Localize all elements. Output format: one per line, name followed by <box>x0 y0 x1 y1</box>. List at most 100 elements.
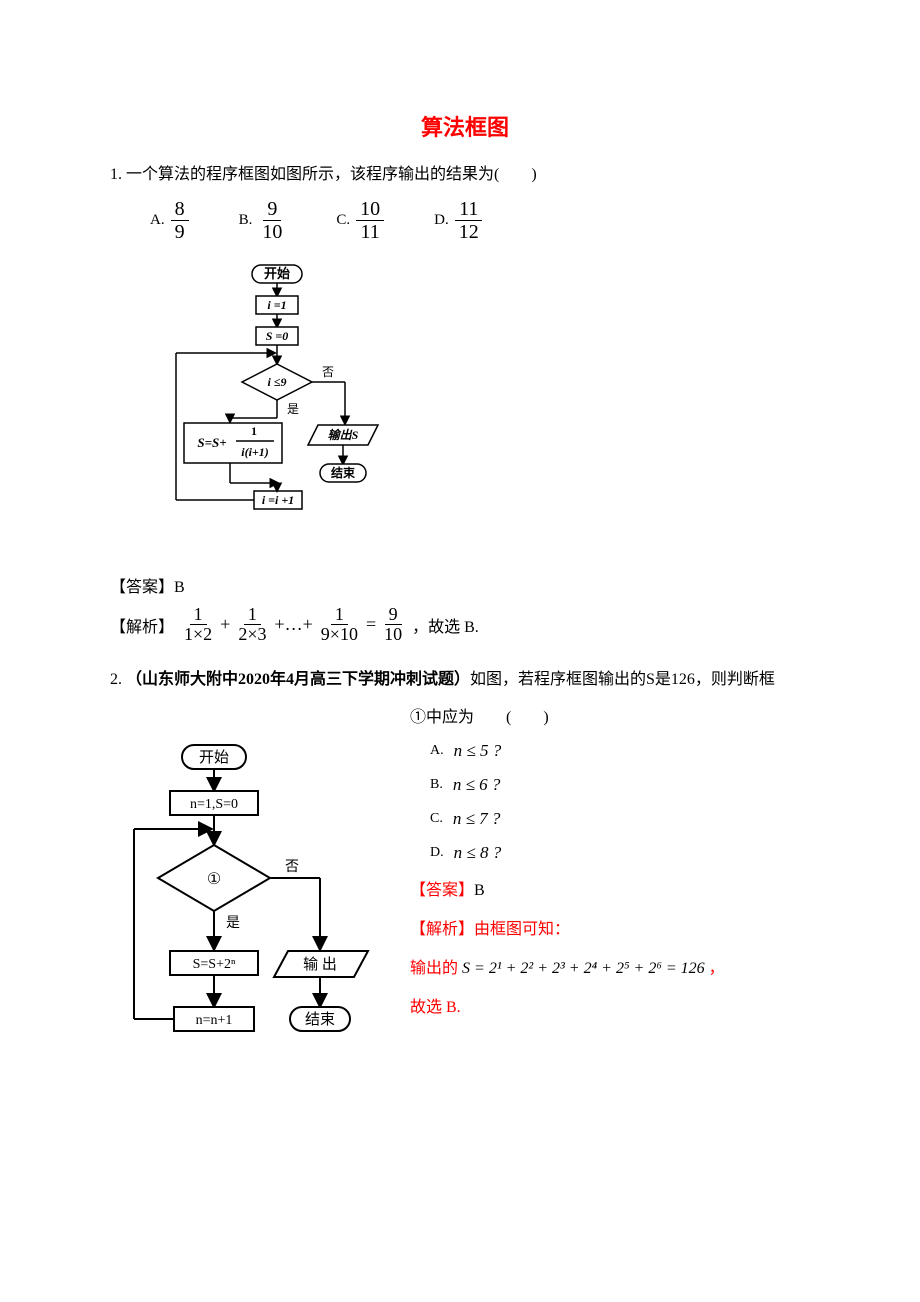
equation: S = 2¹ + 2² + 2³ + 2⁴ + 2⁵ + 2⁶ = 126 <box>462 960 705 977</box>
fc2-start: 开始 <box>199 749 229 766</box>
q2-explain-line1: 【解析】由框图可知： <box>410 916 820 943</box>
fraction: 9 10 <box>258 198 286 243</box>
fc2-inc: n=n+1 <box>196 1013 233 1028</box>
explain-post: ， <box>705 960 725 977</box>
q2-intro: ①中应为 ( ) <box>410 703 820 727</box>
q1-stem: 1. 一个算法的程序框图如图所示，该程序输出的结果为( ) <box>110 162 820 188</box>
dots: +…+ <box>274 614 312 635</box>
answer-value: B <box>174 579 185 596</box>
q1-option-a: A. 8 9 <box>150 198 189 243</box>
explain-label: 【解析】 <box>410 921 474 938</box>
fraction: 8 9 <box>171 198 189 243</box>
q2-option-a: A. n ≤ 5 ? <box>430 741 820 761</box>
q2-option-b: B. n ≤ 6 ? <box>430 775 820 795</box>
denominator: 9 <box>171 221 189 243</box>
opt-text: n ≤ 8 ? <box>454 843 502 863</box>
fraction: 11 12 <box>455 198 483 243</box>
opt-label: D. <box>434 212 449 229</box>
denominator: 1×2 <box>180 625 216 645</box>
numerator: 1 <box>331 605 348 626</box>
numerator: 11 <box>455 198 482 221</box>
q1-flowchart: 开始 i =1 S =0 i ≤9 否 输出S 结束 是 <box>170 263 820 543</box>
numerator: 9 <box>263 198 281 221</box>
fc2-cond-no: 否 <box>285 860 299 875</box>
opt-text: n ≤ 5 ? <box>454 741 502 761</box>
fc2-cond: ① <box>207 871 221 888</box>
flowchart-svg: 开始 n=1,S=0 ① 否 输 出 结束 是 <box>120 743 380 1073</box>
fc2-update: S=S+2ⁿ <box>193 957 236 972</box>
opt-label: D. <box>430 845 444 861</box>
q2-container: 开始 n=1,S=0 ① 否 输 出 结束 是 <box>110 703 820 1073</box>
fraction: 9 10 <box>380 605 406 646</box>
q2-flowchart: 开始 n=1,S=0 ① 否 输 出 结束 是 <box>120 743 380 1073</box>
numerator: 1 <box>190 605 207 626</box>
fc-init-s: S =0 <box>266 329 289 343</box>
series-equation: 1 1×2 + 1 2×3 +…+ 1 9×10 = 9 10 <box>180 605 406 646</box>
explain-text: 由框图可知： <box>474 921 570 938</box>
q2-options: A. n ≤ 5 ? B. n ≤ 6 ? C. n ≤ 7 ? D. n ≤ … <box>430 741 820 863</box>
q2-explain-line3: 故选 B. <box>410 994 820 1021</box>
explain-pre: 输出的 <box>410 960 462 977</box>
fraction: 10 11 <box>356 198 384 243</box>
denominator: 9×10 <box>317 625 362 645</box>
opt-label: C. <box>430 811 443 827</box>
q1-options: A. 8 9 B. 9 10 C. 10 11 D. 11 12 <box>150 198 820 243</box>
q1-explain: 【解析】 1 1×2 + 1 2×3 +…+ 1 9×10 = 9 10 ，故选… <box>110 605 820 646</box>
denominator: 11 <box>356 221 383 243</box>
denominator: 12 <box>455 221 483 243</box>
fraction: 1 2×3 <box>234 605 270 646</box>
fc2-cond-yes: 是 <box>226 916 240 931</box>
q2-source: （山东师大附中2020年4月高三下学期冲刺试题） <box>126 671 470 688</box>
numerator: 1 <box>244 605 261 626</box>
opt-text: n ≤ 6 ? <box>453 775 501 795</box>
fc-start: 开始 <box>264 266 290 281</box>
q1-option-b: B. 9 10 <box>239 198 287 243</box>
fraction: 1 9×10 <box>317 605 362 646</box>
fc-cond: i ≤9 <box>268 375 287 389</box>
explain-tail: ，故选 B. <box>412 613 479 637</box>
fc-frac-num: 1 <box>251 424 257 438</box>
q2-option-c: C. n ≤ 7 ? <box>430 809 820 829</box>
fc2-output: 输 出 <box>303 956 337 973</box>
fc-frac-den: i(i+1) <box>241 445 269 459</box>
fc-cond-no: 否 <box>322 365 334 379</box>
q1-answer: 【答案】B <box>110 573 820 597</box>
denominator: 10 <box>258 221 286 243</box>
q1-option-c: C. 10 11 <box>336 198 384 243</box>
q2-answer-block: 【答案】B 【解析】由框图可知： 输出的 S = 2¹ + 2² + 2³ + … <box>410 877 820 1022</box>
flowchart-svg: 开始 i =1 S =0 i ≤9 否 输出S 结束 是 <box>170 263 400 543</box>
fraction: 1 1×2 <box>180 605 216 646</box>
opt-label: A. <box>430 743 444 759</box>
page: 算法框图 1. 一个算法的程序框图如图所示，该程序输出的结果为( ) A. 8 … <box>0 0 920 1302</box>
numerator: 8 <box>171 198 189 221</box>
fc-init-i: i =1 <box>267 298 286 312</box>
q2-stem-text: 如图，若程序框图输出的S是126，则判断框 <box>470 671 775 688</box>
numerator: 9 <box>385 605 402 626</box>
opt-label: C. <box>336 212 350 229</box>
fc-inc: i =i +1 <box>262 493 294 507</box>
q2-stem: 2. （山东师大附中2020年4月高三下学期冲刺试题）如图，若程序框图输出的S是… <box>110 667 820 693</box>
denominator: 10 <box>380 625 406 645</box>
page-title: 算法框图 <box>110 110 820 142</box>
equals-sign: = <box>366 614 376 635</box>
fc-cond-yes: 是 <box>287 402 299 416</box>
q2-option-d: D. n ≤ 8 ? <box>430 843 820 863</box>
answer-label: 【答案】 <box>410 882 474 899</box>
fc2-end: 结束 <box>305 1011 335 1028</box>
numerator: 10 <box>356 198 384 221</box>
q2-answer: 【答案】B <box>410 877 820 904</box>
answer-label: 【答案】 <box>110 579 174 596</box>
plus-sign: + <box>220 614 230 635</box>
opt-label: B. <box>430 777 443 793</box>
q1-option-d: D. 11 12 <box>434 198 483 243</box>
fc-update-s: S=S+ <box>197 435 226 450</box>
opt-label: A. <box>150 212 165 229</box>
q2-explain-line2: 输出的 S = 2¹ + 2² + 2³ + 2⁴ + 2⁵ + 2⁶ = 12… <box>410 955 820 982</box>
fc-output: 输出S <box>328 428 359 442</box>
opt-label: B. <box>239 212 253 229</box>
fc2-init: n=1,S=0 <box>190 797 238 812</box>
fc-end: 结束 <box>331 465 356 480</box>
opt-text: n ≤ 7 ? <box>453 809 501 829</box>
q2-num: 2. <box>110 671 126 688</box>
explain-label: 【解析】 <box>110 613 174 637</box>
